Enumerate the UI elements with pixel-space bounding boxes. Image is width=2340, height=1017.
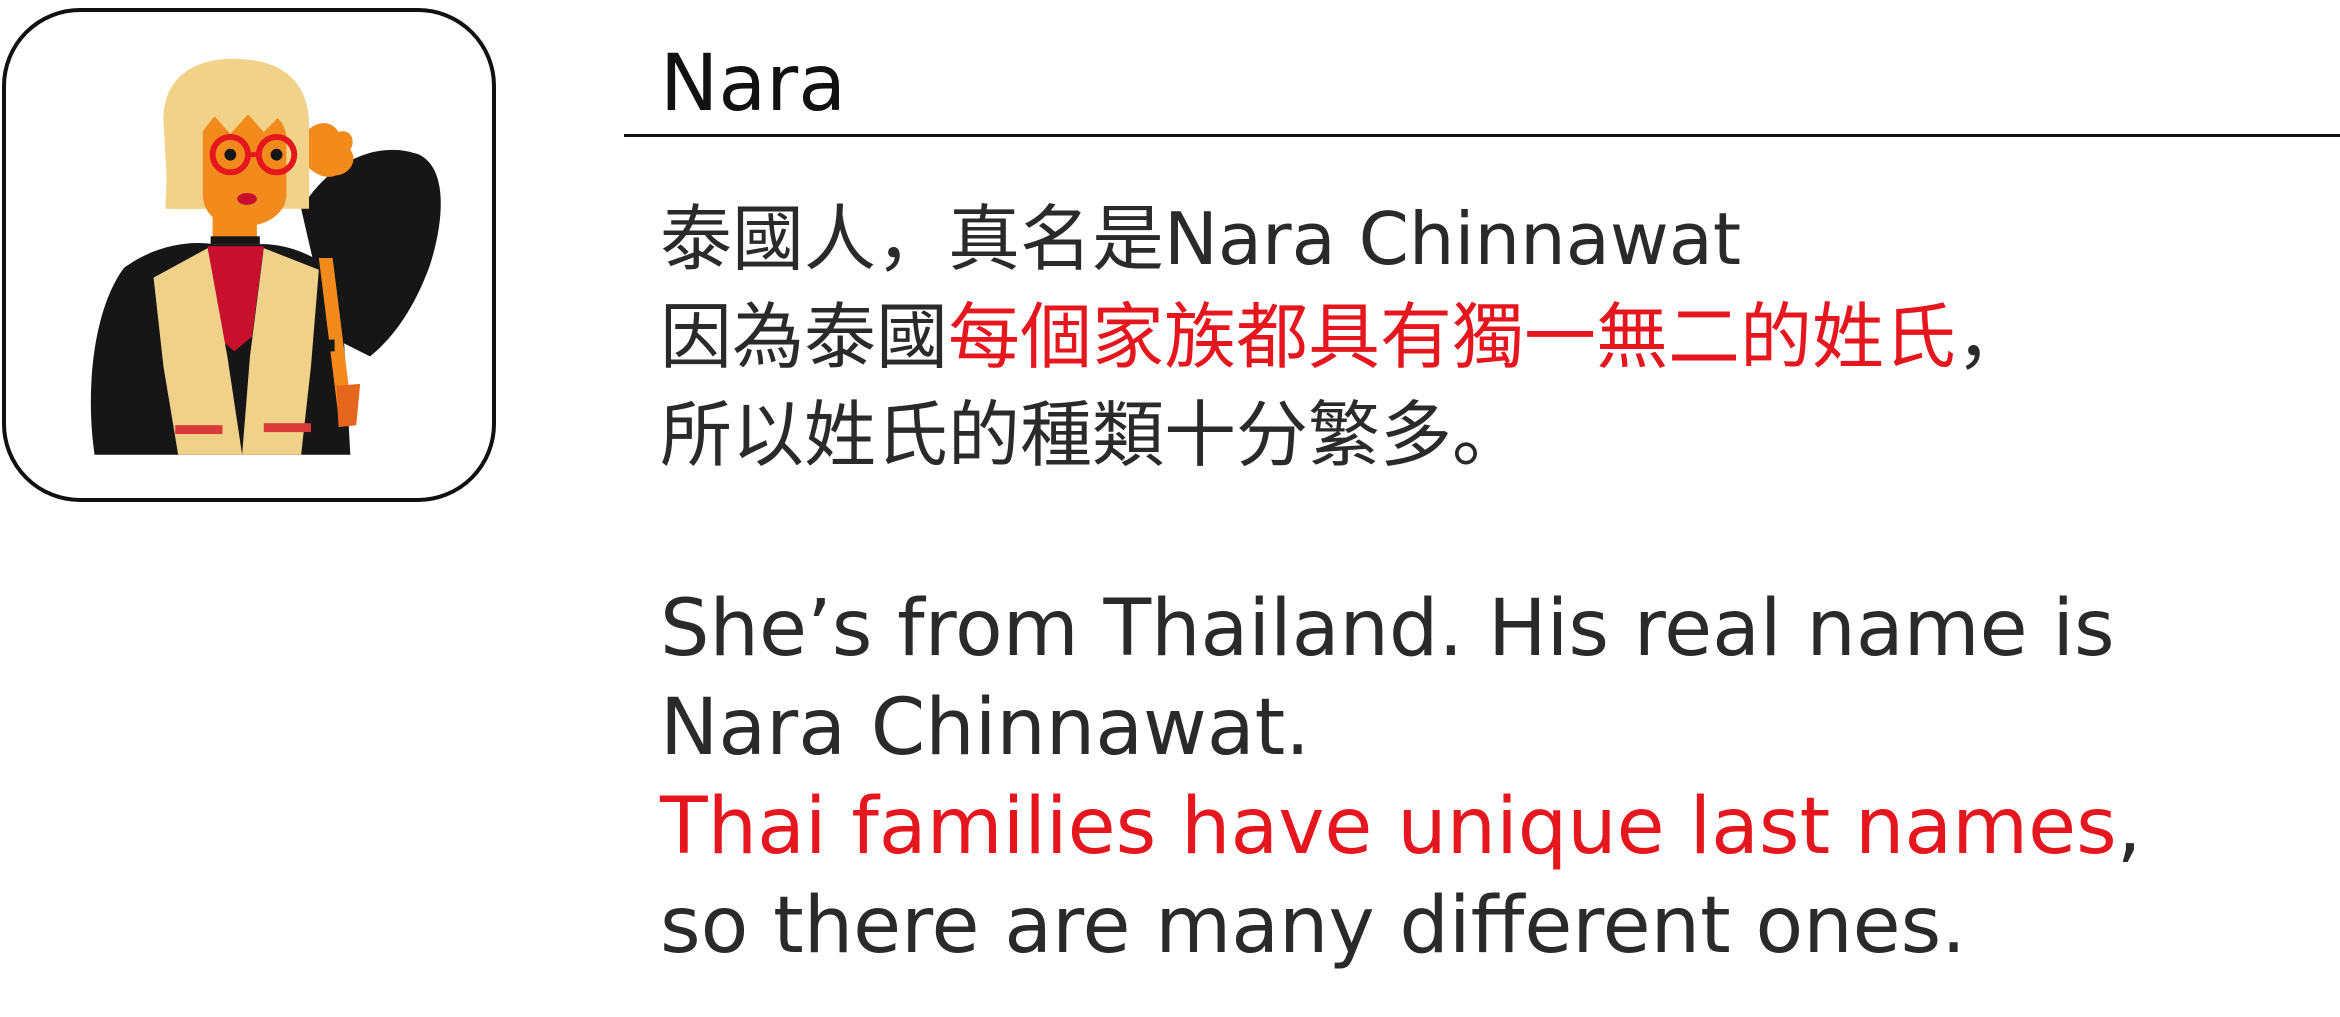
profile-name: Nara <box>660 39 847 129</box>
chinese-line-2: 因為泰國每個家族都具有獨一無二的姓氏， <box>660 288 2028 386</box>
chinese-line-2-suffix: ， <box>1956 295 2029 379</box>
name-underline-divider <box>624 134 2340 137</box>
chinese-line-3: 所以姓氏的種類十分繁多。 <box>660 393 1525 477</box>
chinese-description: 泰國人，真名是Nara Chinnawat 因為泰國每個家族都具有獨一無二的姓氏… <box>660 190 2028 484</box>
english-highlight: Thai families have unique last names <box>660 782 2117 872</box>
english-line-3-suffix: , <box>2116 782 2142 872</box>
avatar <box>2 8 496 502</box>
woman-with-glasses-avatar-icon <box>90 58 441 455</box>
english-description: She’s from Thailand. His real name is Na… <box>660 580 2142 976</box>
english-line-1: She’s from Thailand. His real name is <box>660 584 2115 674</box>
chinese-highlight: 每個家族都具有獨一無二的姓氏 <box>948 295 1957 379</box>
chinese-line-1: 泰國人，真名是Nara Chinnawat <box>660 197 1742 281</box>
chinese-line-2-prefix: 因為泰國 <box>660 295 949 379</box>
english-line-4: so there are many different ones. <box>660 881 1967 971</box>
english-line-2: Nara Chinnawat. <box>660 683 1311 773</box>
english-line-3: Thai families have unique last names, <box>660 778 2142 877</box>
